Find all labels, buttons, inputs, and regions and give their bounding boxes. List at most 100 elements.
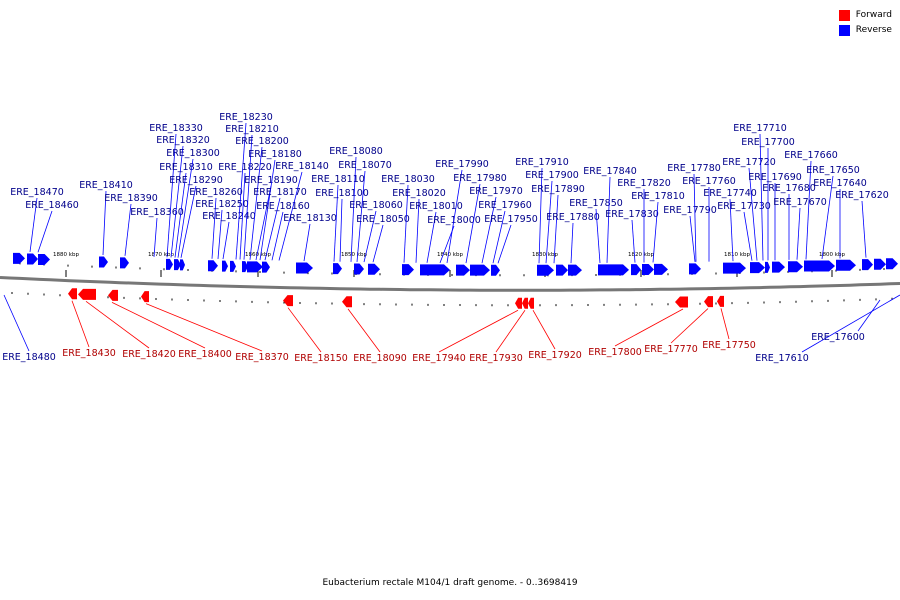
gene-label-reverse: ERE_17660: [784, 150, 838, 161]
label-leader-reverse: [235, 122, 247, 260]
gene-arrow-forward: [141, 291, 149, 303]
scale-tick-label: 1880 kbp: [53, 252, 79, 258]
label-leader-reverse: [481, 196, 497, 264]
gene-arrow-forward: [717, 295, 724, 307]
gene-label-reverse: ERE_17640: [813, 178, 867, 189]
label-leader-forward: [71, 300, 90, 348]
gene-label-reverse: ERE_17700: [741, 137, 795, 148]
label-leader-reverse: [222, 221, 230, 260]
gene-arrow-reverse: [556, 264, 568, 276]
gene-label-reverse: ERE_18190: [244, 175, 298, 186]
gene-label-reverse: ERE_18010: [409, 201, 463, 212]
gene-label-forward: ERE_18370: [235, 352, 289, 363]
gene-label-reverse: ERE_17790: [663, 205, 717, 216]
gene-label-reverse: ERE_18050: [356, 214, 410, 225]
gene-arrow-reverse: [38, 254, 50, 266]
label-leader-reverse: [553, 194, 559, 264]
label-leader-forward: [720, 308, 730, 340]
gene-label-forward: ERE_18150: [294, 353, 348, 364]
gene-arrow-reverse: [27, 253, 38, 265]
label-leader-reverse: [217, 209, 223, 259]
gene-arrow-forward: [283, 295, 293, 307]
gene-arrow-reverse: [862, 259, 873, 271]
gene-arrow-reverse: [174, 259, 181, 271]
label-leader-forward: [287, 307, 322, 353]
gene-arrow-reverse: [247, 261, 263, 273]
label-leader-forward: [532, 310, 556, 350]
gene-arrow-reverse: [723, 262, 746, 274]
gene-label-reverse: ERE_17610: [755, 353, 809, 364]
gene-label-reverse: ERE_17730: [717, 201, 771, 212]
gene-arrow-reverse: [804, 260, 835, 272]
figure-caption: Eubacterium rectale M104/1 draft genome.…: [322, 578, 578, 588]
gene-label-reverse: ERE_18210: [225, 124, 279, 135]
gene-label-forward: ERE_18400: [178, 349, 232, 360]
gene-arrow-forward: [528, 297, 534, 309]
gene-label-reverse: ERE_17780: [667, 163, 721, 174]
gene-arrow-forward: [522, 297, 528, 309]
legend-forward-label: Forward: [855, 10, 892, 20]
label-leader-forward: [438, 309, 519, 353]
scale-tick-label: 1830 kbp: [532, 252, 558, 258]
gene-label-forward: ERE_18420: [122, 349, 176, 360]
gene-label-reverse: ERE_18310: [159, 162, 213, 173]
label-leader-reverse: [465, 183, 481, 264]
label-leader-reverse: [545, 180, 553, 264]
label-leader-reverse: [606, 176, 611, 263]
genome-backbone: [0, 276, 900, 292]
gene-label-forward: ERE_18430: [62, 348, 116, 359]
label-leader-reverse: [693, 173, 697, 262]
scale-tick-label: 1840 kbp: [437, 252, 463, 258]
gene-label-reverse: ERE_17970: [469, 186, 523, 197]
label-leader-reverse: [403, 184, 409, 263]
gene-label-reverse: ERE_17690: [748, 172, 802, 183]
gene-label-reverse: ERE_18320: [156, 135, 210, 146]
gene-arrow-reverse: [262, 261, 270, 273]
gene-arrow-reverse: [765, 261, 770, 273]
gene-arrow-reverse: [208, 260, 218, 272]
label-leader-reverse: [102, 190, 107, 256]
gene-label-reverse: ERE_18170: [253, 187, 307, 198]
label-leader-forward: [495, 310, 526, 353]
gene-arrow-reverse: [537, 264, 554, 276]
gene-arrow-reverse: [222, 260, 228, 272]
gene-arrow-reverse: [402, 264, 414, 276]
gene-arrow-reverse: [230, 260, 236, 272]
gene-label-forward: ERE_17770: [644, 344, 698, 355]
gene-label-reverse: ERE_18410: [79, 180, 133, 191]
gene-arrow-reverse: [420, 264, 450, 276]
label-leader-reverse: [3, 294, 30, 352]
label-leader-reverse: [166, 133, 177, 258]
gene-arrow-forward: [515, 297, 522, 309]
gene-label-reverse: ERE_17990: [435, 159, 489, 170]
gene-label-reverse: ERE_18060: [349, 200, 403, 211]
label-leader-reverse: [29, 197, 38, 252]
gene-arrow-forward: [342, 296, 352, 308]
gene-label-reverse: ERE_18080: [329, 146, 383, 157]
scale-tick-label: 1800 kbp: [819, 252, 845, 258]
label-leader-forward: [347, 308, 381, 353]
gene-label-reverse: ERE_18020: [392, 188, 446, 199]
gene-label-reverse: ERE_17820: [617, 178, 671, 189]
gene-label-reverse: ERE_18110: [311, 174, 365, 185]
gene-label-forward: ERE_17920: [528, 350, 582, 361]
gene-label-forward: ERE_17800: [588, 347, 642, 358]
label-leader-reverse: [356, 170, 366, 263]
gene-label-reverse: ERE_18180: [248, 149, 302, 160]
gene-arrow-reverse: [631, 264, 641, 276]
gene-label-reverse: ERE_17980: [453, 173, 507, 184]
label-leader-reverse: [805, 160, 812, 260]
label-leader-forward: [85, 301, 150, 349]
legend: Forward Reverse: [838, 8, 892, 38]
label-leader-reverse: [748, 167, 758, 261]
gene-arrow-reverse: [772, 261, 785, 273]
gene-label-reverse: ERE_18460: [25, 200, 79, 211]
gene-label-reverse: ERE_18290: [169, 175, 223, 186]
gene-label-forward: ERE_17940: [412, 353, 466, 364]
gene-arrow-reverse: [333, 263, 342, 275]
legend-forward: Forward: [838, 8, 892, 23]
label-leader-reverse: [595, 208, 601, 263]
gene-arrow-reverse: [99, 256, 108, 268]
label-leader-reverse: [239, 172, 246, 260]
